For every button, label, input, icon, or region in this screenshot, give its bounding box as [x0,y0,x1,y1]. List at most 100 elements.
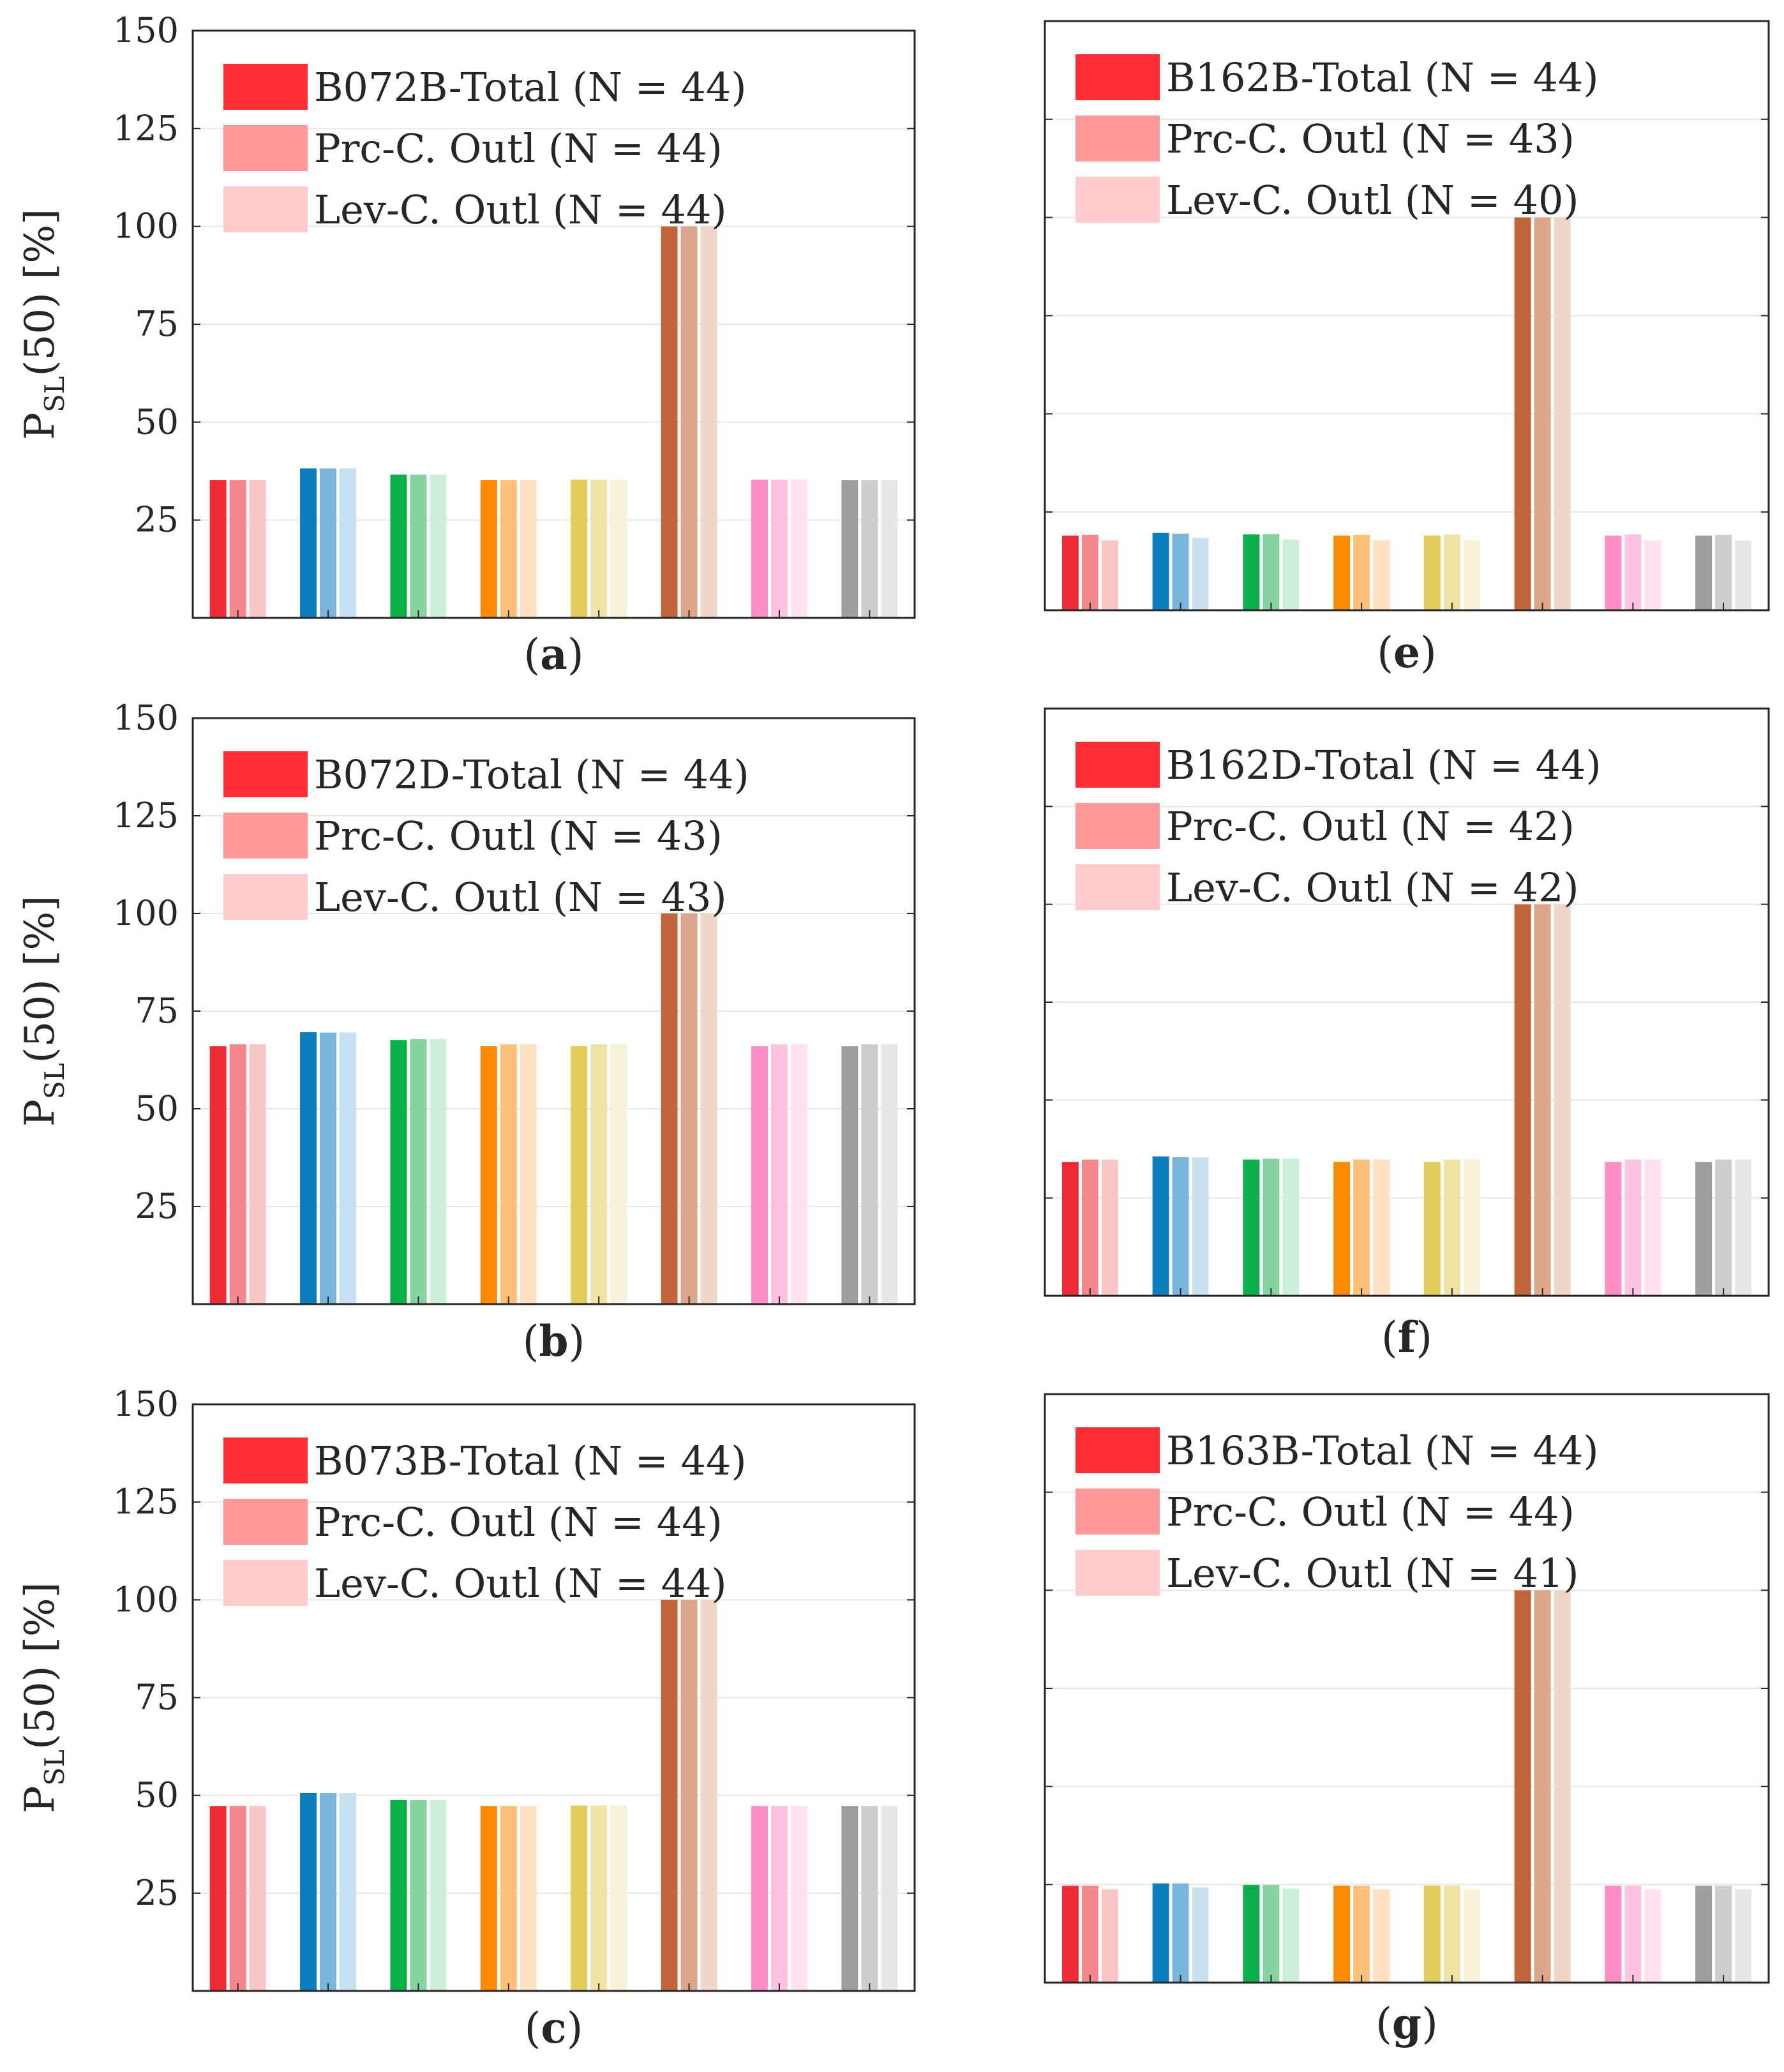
y-tick-label: 125 [113,1482,179,1522]
bar [1735,540,1752,610]
bar [1353,1159,1370,1296]
bar [861,1806,878,1991]
bar [1101,1159,1118,1296]
y-axis-label: PSL(50) [%] [17,1582,70,1813]
legend: B072D-Total (N = 44) Prc-C. Outl (N = 43)… [223,751,749,920]
chart-b: 25 50 75 100 125 150 B072D-Total (N = 44) Prc-C… [17,698,916,1366]
bar [390,1040,407,1304]
bar [209,480,227,618]
bar [1192,1157,1209,1296]
legend: B163B-Total (N = 44) Prc-C. Outl (N = 44)… [1076,1427,1599,1596]
legend-swatch [1076,803,1160,849]
legend-swatch [223,874,308,920]
legend-swatch [223,125,308,171]
legend-swatch [1076,177,1160,223]
bar [571,479,588,618]
bar [229,1044,246,1304]
bar [590,1805,608,1991]
bar [770,1806,788,1991]
bar [1443,1886,1460,1983]
bar [790,1044,807,1304]
legend-entry: B162B-Total (N = 44) [1166,54,1599,101]
bar [1243,1159,1260,1296]
bar [390,1800,407,1991]
panel-caption: (a) [523,629,583,679]
legend-swatch [223,813,308,859]
caption-open: ( [523,630,540,679]
bar [390,474,407,618]
bar [861,480,878,618]
bar [1152,532,1169,610]
y-axis-label-subscript: SL [39,1063,70,1099]
bar [1373,1159,1390,1296]
bar [1353,1886,1370,1983]
bar [751,1806,768,1991]
bar [1463,1889,1480,1983]
bar [1081,1886,1098,1983]
bar [1423,1886,1441,1983]
bar [430,474,447,618]
caption-open: ( [1377,628,1393,677]
panel-caption: (c) [525,2003,583,2053]
bar [1061,536,1079,610]
legend-swatch [223,64,308,110]
bar [229,480,246,618]
bar [480,1806,497,1991]
bar [1695,536,1713,610]
bar [1423,1162,1441,1296]
y-tick-label: 150 [113,698,179,738]
legend: B073B-Total (N = 44) Prc-C. Outl (N = 44)… [223,1438,747,1607]
caption-open: ( [1375,1999,1392,2048]
bar [1333,536,1351,610]
bar [320,468,337,618]
y-axis-label-subscript: SL [39,376,70,412]
y-axis-label-rest: (50) [%] [17,896,64,1063]
bar [209,1046,227,1304]
y-tick-label: 25 [135,1186,179,1226]
bar [610,1805,627,1991]
caption-close: ) [1421,1999,1438,2048]
bar [1624,1159,1642,1296]
y-axis-label-main: P [17,1099,64,1127]
bar [881,1806,898,1991]
legend-entry: Lev-C. Outl (N = 42) [1166,864,1579,911]
y-tick-label: 50 [135,1775,179,1815]
legend-swatch [1076,1489,1160,1535]
y-axis-label-subscript: SL [39,1750,70,1786]
y-axis-label: PSL(50) [%] [17,209,70,440]
bar [881,1044,898,1304]
axes-box [1044,707,1770,1297]
legend-entry: B072B-Total (N = 44) [314,64,747,110]
bar [410,474,427,618]
bar [1061,1886,1079,1983]
bar [1263,1884,1280,1983]
legend-entry: Prc-C. Outl (N = 44) [1166,1489,1575,1535]
bar [249,1044,266,1304]
bar [1554,1590,1571,1983]
bar [209,1806,227,1991]
axes-box [191,29,916,619]
bar [1605,1886,1622,1983]
bar [520,1044,537,1304]
bar [340,1792,357,1991]
bar [1373,540,1390,610]
bar [590,1044,608,1304]
bar [1644,1159,1661,1296]
legend-swatch [1076,116,1160,161]
bar [320,1792,337,1991]
caption-label: g [1392,1999,1421,2048]
bar [1172,534,1189,610]
bar [1534,904,1551,1296]
bar [1172,1883,1189,1983]
bar [700,1600,717,1991]
bar [1081,1159,1098,1296]
bar [1735,1889,1752,1983]
legend: B162B-Total (N = 44) Prc-C. Outl (N = 43)… [1076,54,1599,223]
chart-f: B162D-Total (N = 44) Prc-C. Outl (N = 42)… [1044,707,1770,1362]
axes-box [191,1403,916,1992]
bar [520,1806,537,1991]
bar [661,226,678,619]
bar [571,1805,588,1991]
caption-label: c [541,2003,566,2053]
legend-entry: Lev-C. Outl (N = 43) [314,874,727,920]
